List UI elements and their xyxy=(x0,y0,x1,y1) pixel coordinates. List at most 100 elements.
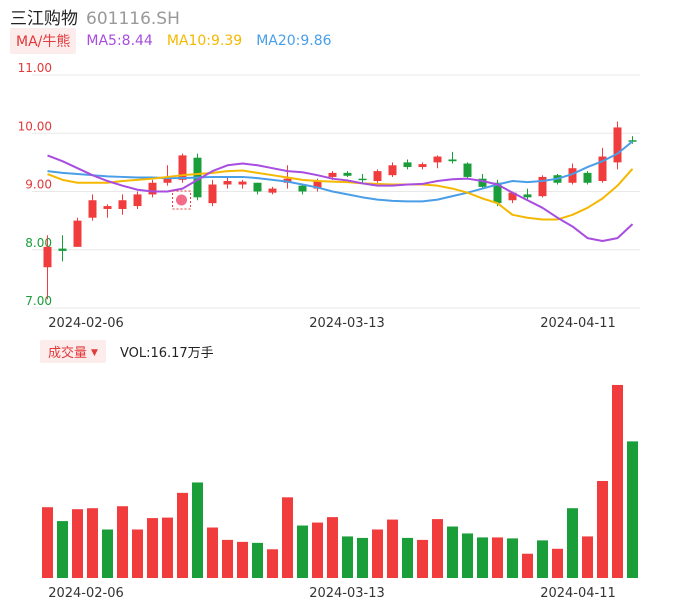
volume-bar xyxy=(282,497,293,578)
candle-body xyxy=(448,159,457,162)
volume-bar xyxy=(477,537,488,578)
ma5-line xyxy=(47,154,634,243)
volume-bar xyxy=(582,536,593,578)
volume-bar xyxy=(327,517,338,578)
volume-bar xyxy=(87,508,98,578)
volume-bar xyxy=(312,522,323,578)
candle-body xyxy=(508,192,517,201)
candle-body xyxy=(433,156,442,163)
price-date-tick: 2024-03-13 xyxy=(309,316,385,331)
volume-tag-label: 成交量 xyxy=(48,345,88,361)
candle-body xyxy=(388,165,397,176)
volume-bar xyxy=(162,517,173,578)
ma20-label: MA20:9.86 xyxy=(256,33,332,49)
volume-bar xyxy=(627,441,638,578)
volume-bar xyxy=(417,539,428,578)
candle-body xyxy=(628,140,637,142)
candle-body xyxy=(403,162,412,168)
volume-date-tick: 2024-03-13 xyxy=(309,586,385,601)
candle-body xyxy=(73,220,82,247)
volume-bar xyxy=(207,527,218,578)
volume-bar xyxy=(132,529,143,578)
volume-bar xyxy=(372,529,383,578)
candle-body xyxy=(373,171,382,182)
price-tick-label: 9.00 xyxy=(25,178,52,192)
candle-body xyxy=(538,176,547,197)
volume-bar xyxy=(252,542,263,578)
bull-icon xyxy=(176,194,187,206)
volume-bar xyxy=(297,525,308,578)
volume-bar xyxy=(462,533,473,578)
volume-bar xyxy=(387,519,398,578)
volume-bar xyxy=(222,539,233,578)
candle-body xyxy=(568,168,577,183)
volume-bar xyxy=(567,508,578,578)
candle-body xyxy=(583,172,592,183)
candle-body xyxy=(613,127,622,163)
volume-bar xyxy=(147,518,158,578)
caret-down-icon: ▼ xyxy=(91,347,98,358)
candle-body xyxy=(208,184,217,204)
volume-date-tick: 2024-02-06 xyxy=(48,586,124,601)
candle-body xyxy=(313,181,322,189)
ma-indicator-tag[interactable]: MA/牛熊 xyxy=(10,28,77,54)
candle-body xyxy=(268,188,277,193)
volume-bar xyxy=(237,541,248,578)
candle-body xyxy=(103,206,112,209)
candle-body xyxy=(118,200,127,209)
candle-body xyxy=(523,194,532,198)
candle-body xyxy=(358,178,367,181)
stock-code: 601116.SH xyxy=(86,9,180,29)
volume-bar xyxy=(117,506,128,578)
volume-bar xyxy=(42,507,53,578)
volume-bar xyxy=(447,526,458,578)
volume-bar xyxy=(72,509,83,578)
candle-body xyxy=(238,181,247,185)
candle-body xyxy=(418,164,427,168)
volume-value: VOL:16.17万手 xyxy=(119,345,214,361)
bull-marker-frame xyxy=(172,190,191,210)
candle-body xyxy=(253,182,262,192)
candle-body xyxy=(58,248,67,251)
candle-body xyxy=(478,178,487,187)
volume-bar xyxy=(342,536,353,578)
volume-bar xyxy=(507,538,518,578)
volume-date-tick: 2024-04-11 xyxy=(540,586,616,601)
candle-body xyxy=(343,172,352,176)
volume-bar xyxy=(267,549,278,578)
volume-bar xyxy=(492,537,503,578)
ma10-line xyxy=(47,168,634,221)
candle-body xyxy=(598,156,607,182)
volume-legend: 成交量 ▼ VOL:16.17万手 xyxy=(40,339,214,363)
volume-bar xyxy=(402,537,413,578)
volume-bar xyxy=(522,553,533,578)
candle-body xyxy=(463,163,472,177)
ma5-label: MA5:8.44 xyxy=(86,33,153,49)
stock-name: 三江购物 xyxy=(10,9,78,29)
volume-bar xyxy=(597,480,608,578)
candle-body xyxy=(88,200,97,218)
candle-body xyxy=(163,176,172,183)
candle-body xyxy=(43,246,52,268)
ma-legend: MA/牛熊 MA5:8.44 MA10:9.39 MA20:9.86 xyxy=(10,28,346,54)
volume-bar xyxy=(57,521,68,578)
candle-body xyxy=(223,181,232,185)
volume-bar xyxy=(357,537,368,578)
price-tick-label: 7.00 xyxy=(25,294,52,308)
stock-header: 三江购物 601116.SH xyxy=(10,4,180,29)
volume-bar xyxy=(177,492,188,578)
price-tick-label: 8.00 xyxy=(25,236,52,250)
volume-bar xyxy=(102,529,113,578)
candle-body xyxy=(133,194,142,207)
ma10-label: MA10:9.39 xyxy=(166,33,243,49)
volume-bar xyxy=(552,548,563,578)
price-tick-label: 10.00 xyxy=(18,119,52,133)
volume-bar xyxy=(192,482,203,578)
ma20-line xyxy=(47,140,634,203)
volume-bar xyxy=(537,540,548,578)
volume-indicator-tag[interactable]: 成交量 ▼ xyxy=(40,339,106,363)
price-date-tick: 2024-04-11 xyxy=(540,316,616,331)
candle-body xyxy=(178,155,187,180)
volume-bar xyxy=(432,519,443,578)
